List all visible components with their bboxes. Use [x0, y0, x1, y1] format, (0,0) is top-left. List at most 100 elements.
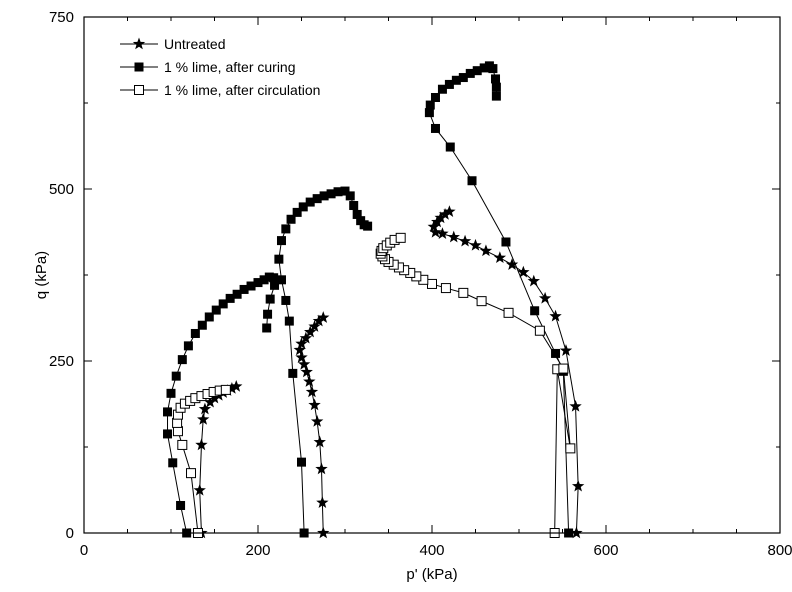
legend-item-lime-circulation: 1 % lime, after circulation — [120, 82, 320, 98]
data-point — [458, 287, 469, 298]
data-point — [225, 293, 235, 303]
data-point — [305, 197, 315, 207]
data-point — [292, 207, 302, 217]
data-point — [345, 191, 355, 201]
legend-marker — [134, 85, 144, 95]
data-point — [299, 331, 313, 344]
data-point — [349, 201, 359, 211]
data-point — [304, 325, 317, 338]
x-tick-label: 200 — [245, 542, 270, 559]
data-point — [171, 371, 181, 381]
data-point — [395, 232, 406, 243]
data-point — [436, 227, 449, 239]
data-point — [166, 388, 176, 398]
series-1 — [163, 61, 574, 538]
data-point — [438, 207, 452, 220]
data-point — [571, 479, 585, 492]
data-point — [315, 462, 328, 475]
x-axis-title: p' (kPa) — [406, 566, 457, 583]
data-point — [203, 395, 217, 408]
data-point — [333, 187, 343, 197]
data-point — [479, 244, 493, 257]
data-point — [352, 209, 362, 219]
data-point — [312, 314, 326, 327]
data-point — [501, 237, 511, 247]
data-point — [270, 280, 280, 290]
legend-label-lime-circulation: 1 % lime, after circulation — [164, 82, 320, 98]
y-tick-label: 750 — [49, 9, 74, 26]
data-point — [479, 63, 489, 73]
x-tick-label: 0 — [80, 542, 88, 559]
data-point — [430, 123, 440, 133]
data-point — [300, 365, 313, 378]
data-point — [204, 312, 214, 322]
series-1-line-1 — [278, 190, 368, 534]
data-point — [469, 238, 482, 251]
data-point — [467, 176, 477, 186]
data-point — [163, 407, 173, 417]
data-point — [211, 305, 221, 315]
data-point — [230, 379, 243, 392]
data-point — [316, 496, 329, 508]
data-point — [186, 468, 197, 479]
data-point — [570, 526, 583, 539]
data-point — [197, 412, 210, 425]
data-point — [295, 351, 308, 363]
data-point — [262, 323, 272, 333]
data-point — [472, 66, 482, 76]
data-point — [288, 368, 298, 378]
data-point — [176, 500, 186, 510]
data-point — [559, 344, 573, 356]
data-point — [163, 429, 173, 439]
x-tick-label: 800 — [767, 542, 792, 559]
data-point — [476, 296, 487, 307]
legend-label-untreated: Untreated — [164, 36, 225, 52]
data-point — [297, 357, 311, 370]
data-point — [183, 341, 193, 351]
data-point — [430, 92, 440, 102]
series-2-line-1 — [380, 237, 571, 534]
data-point — [295, 337, 308, 350]
data-point — [427, 278, 437, 289]
ticks-layer: 0 200 400 600 800 0 250 500 750 — [49, 9, 792, 559]
data-point — [569, 399, 582, 412]
legend-item-lime-curing: 1 % lime, after curing — [120, 59, 296, 75]
data-point — [293, 343, 306, 356]
data-point — [259, 275, 269, 285]
data-point — [253, 278, 263, 288]
data-point — [308, 320, 321, 332]
data-point — [281, 224, 291, 234]
legend-marker — [132, 37, 146, 50]
data-point — [491, 74, 501, 84]
x-tick-label: 400 — [419, 542, 444, 559]
data-point — [177, 355, 187, 365]
series-2 — [172, 232, 576, 538]
data-point — [190, 328, 200, 338]
data-point — [274, 254, 284, 264]
data-point — [286, 214, 296, 224]
data-point — [246, 281, 256, 291]
data-point — [363, 221, 373, 231]
data-point — [303, 375, 316, 387]
data-point — [225, 382, 239, 394]
y-tick-label: 250 — [49, 353, 74, 370]
data-point — [444, 79, 454, 89]
data-point — [326, 189, 336, 199]
data-point — [517, 265, 530, 278]
data-point — [503, 307, 514, 318]
data-point — [177, 439, 188, 450]
data-point — [298, 202, 308, 212]
data-point — [168, 458, 178, 468]
data-point — [208, 391, 221, 404]
data-point — [443, 205, 456, 217]
data-point — [530, 306, 540, 316]
data-point — [172, 417, 183, 428]
data-point — [493, 251, 507, 264]
data-point — [305, 385, 319, 398]
data-point — [269, 273, 279, 283]
data-point — [434, 211, 447, 224]
y-axis-title: q (kPa) — [33, 251, 50, 299]
data-point — [198, 402, 212, 415]
data-point — [218, 299, 228, 309]
data-point — [317, 526, 330, 539]
